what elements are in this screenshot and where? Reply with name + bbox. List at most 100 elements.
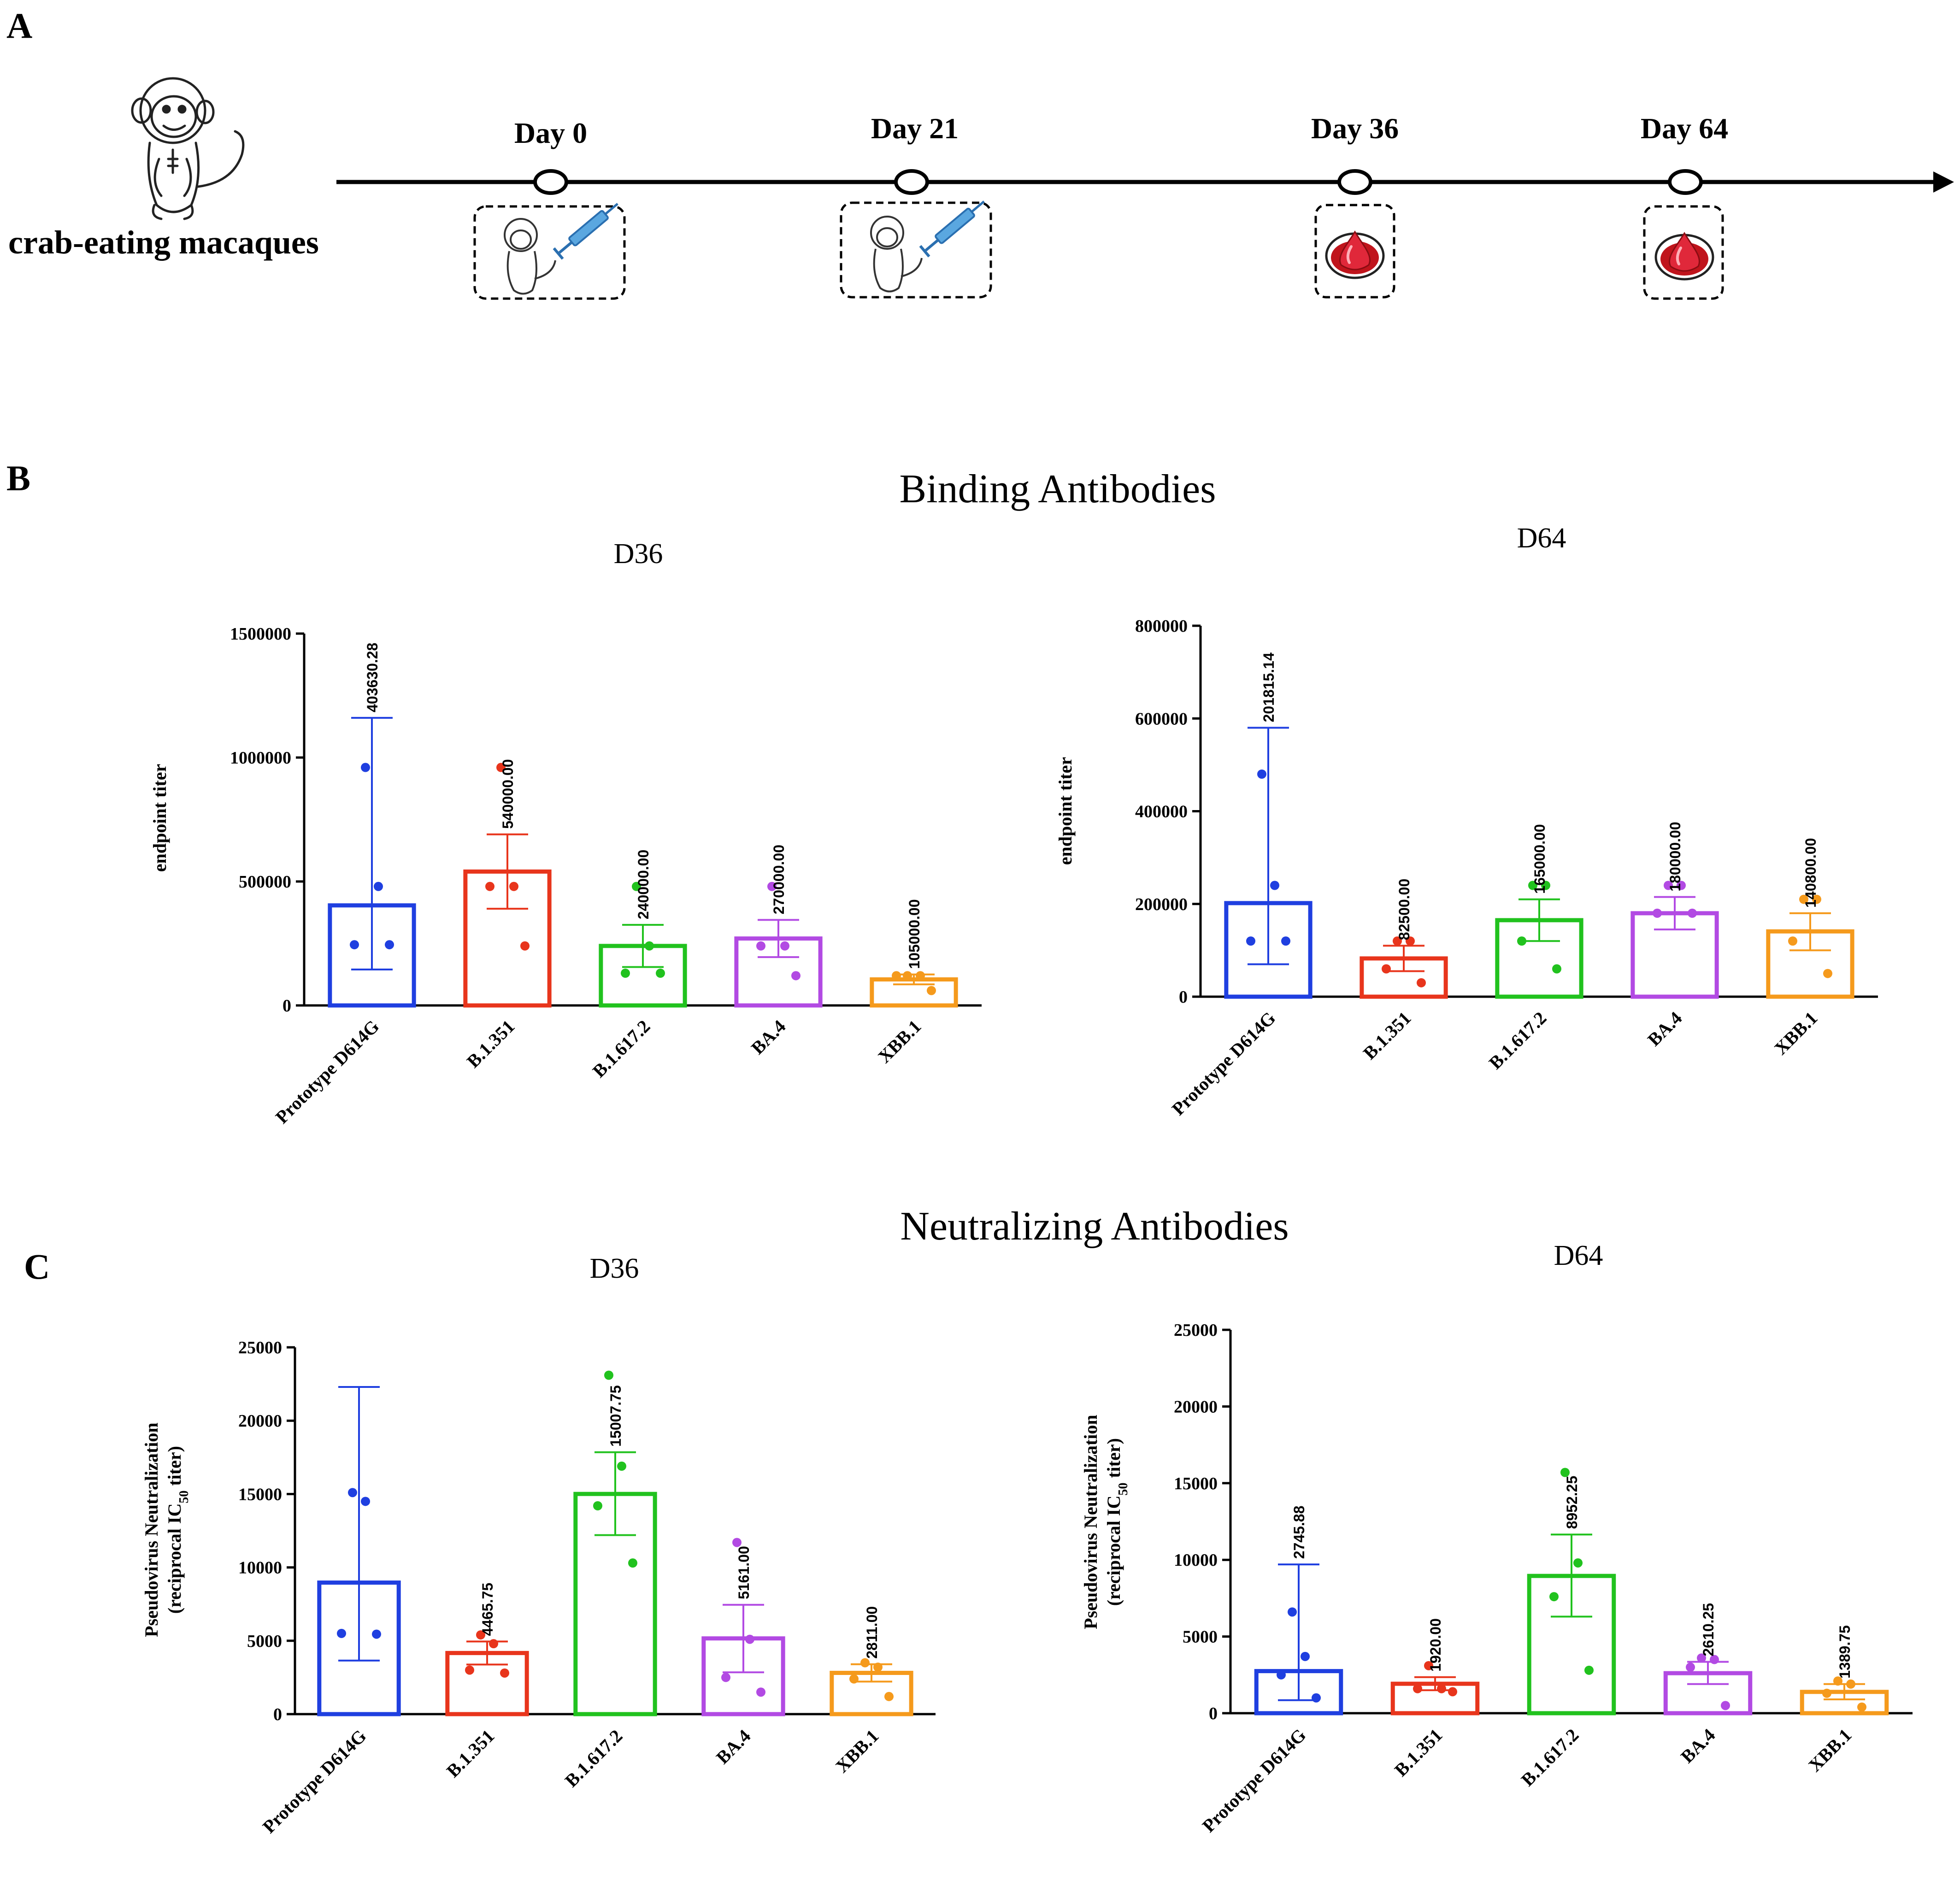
- data-point: [1846, 1679, 1855, 1689]
- data-point: [1281, 936, 1290, 946]
- category-label: BA.4: [1643, 1008, 1686, 1050]
- data-point: [645, 941, 654, 951]
- blood-drop-icon: [1325, 230, 1385, 279]
- value-label: 5161.00: [736, 1546, 752, 1599]
- animal-label: crab-eating macaques: [8, 224, 319, 261]
- data-point: [1528, 881, 1537, 890]
- data-point: [1288, 1607, 1297, 1617]
- data-point: [756, 941, 765, 951]
- data-point: [1822, 1688, 1831, 1698]
- panel-letter-a: A: [6, 6, 32, 46]
- data-point: [1697, 1653, 1706, 1663]
- data-point: [1270, 881, 1279, 890]
- y-axis-label-units-text: (reciprocal IC: [1103, 1496, 1124, 1606]
- macaque-icon: [131, 77, 245, 220]
- y-axis-label: Pseudovirus Neutralization: [141, 1422, 162, 1637]
- data-point: [1721, 1701, 1730, 1710]
- data-point: [745, 1634, 754, 1644]
- binding-d64-chart: D64 endpoint titer 0 200000 400000 600000 8000…: [1055, 523, 1878, 1119]
- y-tick-label: 15000: [238, 1485, 282, 1504]
- chart-title: D36: [614, 538, 663, 570]
- day-label-0: Day 0: [514, 117, 587, 149]
- category-label: B.1.617.2: [1485, 1008, 1551, 1074]
- y-tick-label: 20000: [1174, 1397, 1218, 1416]
- data-point: [632, 881, 641, 891]
- binding-section-title: Binding Antibodies: [900, 467, 1216, 511]
- immunization-box-21: [840, 201, 992, 299]
- data-point: [873, 1663, 883, 1672]
- data-point: [509, 881, 518, 891]
- data-point: [350, 940, 359, 950]
- day-label-21: Day 21: [871, 112, 959, 145]
- value-label: 180000.00: [1667, 822, 1683, 891]
- timeline-day-0: Day 0: [473, 117, 626, 300]
- category-label: XBB.1: [1804, 1725, 1855, 1776]
- y-tick-label: 1500000: [230, 624, 291, 644]
- category-label: BA.4: [747, 1016, 789, 1058]
- y-axis-label: endpoint titer: [149, 764, 170, 872]
- value-label: 2610.25: [1700, 1603, 1717, 1657]
- y-axis-label-units-end: titer): [1103, 1438, 1124, 1483]
- data-point: [756, 1687, 765, 1697]
- panel-letter-b: B: [6, 458, 30, 498]
- data-point: [1664, 881, 1673, 890]
- value-label: 270000.00: [771, 845, 787, 914]
- data-point: [520, 941, 530, 951]
- data-point: [721, 1673, 730, 1682]
- data-point: [1301, 1651, 1310, 1661]
- category-label: Prototype D614G: [1198, 1725, 1310, 1837]
- data-point: [1688, 908, 1697, 918]
- y-tick-label: 0: [1179, 987, 1188, 1007]
- data-point: [1573, 1558, 1583, 1568]
- data-point: [361, 1497, 370, 1506]
- category-label: XBB.1: [1770, 1008, 1821, 1059]
- y-tick-label: 500000: [239, 872, 291, 892]
- value-label: 2745.88: [1291, 1506, 1307, 1559]
- data-point: [593, 1501, 602, 1510]
- data-point: [1517, 936, 1526, 946]
- category-label: B.1.351: [463, 1016, 518, 1072]
- y-axis-label-units-text: (reciprocal IC: [164, 1504, 185, 1614]
- data-point: [1382, 964, 1391, 974]
- data-point: [617, 1461, 626, 1471]
- y-tick-label: 800000: [1135, 617, 1188, 636]
- y-tick-label: 10000: [238, 1558, 282, 1578]
- data-point: [1833, 1676, 1842, 1686]
- data-point: [485, 881, 494, 891]
- data-point: [884, 1692, 894, 1701]
- category-label: BA.4: [712, 1726, 754, 1768]
- data-point: [1799, 894, 1808, 904]
- category-label: B.1.617.2: [589, 1016, 654, 1082]
- data-point: [860, 1658, 870, 1668]
- y-tick-label: 10000: [1174, 1551, 1218, 1570]
- day-label-36: Day 36: [1311, 112, 1399, 145]
- value-label: 240000.00: [635, 850, 652, 919]
- data-point: [767, 881, 777, 891]
- y-tick-label: 0: [1209, 1704, 1218, 1723]
- value-label: 2811.00: [864, 1606, 880, 1659]
- value-label: 540000.00: [500, 759, 516, 829]
- y-tick-label: 20000: [238, 1411, 282, 1431]
- category-label: B.1.617.2: [561, 1726, 627, 1792]
- category-label: XBB.1: [831, 1726, 883, 1777]
- data-point: [489, 1639, 498, 1649]
- data-point: [849, 1674, 859, 1684]
- data-point: [1788, 936, 1797, 946]
- data-point: [1560, 1468, 1570, 1477]
- data-point: [1653, 908, 1662, 918]
- data-point: [361, 763, 370, 772]
- y-tick-label: 25000: [1174, 1321, 1218, 1340]
- timeline-arrowhead: [1933, 171, 1954, 193]
- y-axis-label-subscript: 50: [1116, 1483, 1130, 1496]
- category-label: Prototype D614G: [271, 1016, 383, 1128]
- data-point: [1448, 1687, 1457, 1697]
- value-label: 4465.75: [479, 1583, 496, 1636]
- category-label: B.1.351: [1359, 1008, 1415, 1063]
- category-label: XBB.1: [874, 1016, 925, 1067]
- data-point: [1541, 881, 1550, 890]
- chart-title: D36: [590, 1253, 639, 1284]
- y-axis-label: endpoint titer: [1055, 757, 1076, 865]
- value-label: 140800.00: [1802, 838, 1819, 908]
- sample-box-64: [1643, 205, 1724, 300]
- data-point: [1393, 936, 1402, 946]
